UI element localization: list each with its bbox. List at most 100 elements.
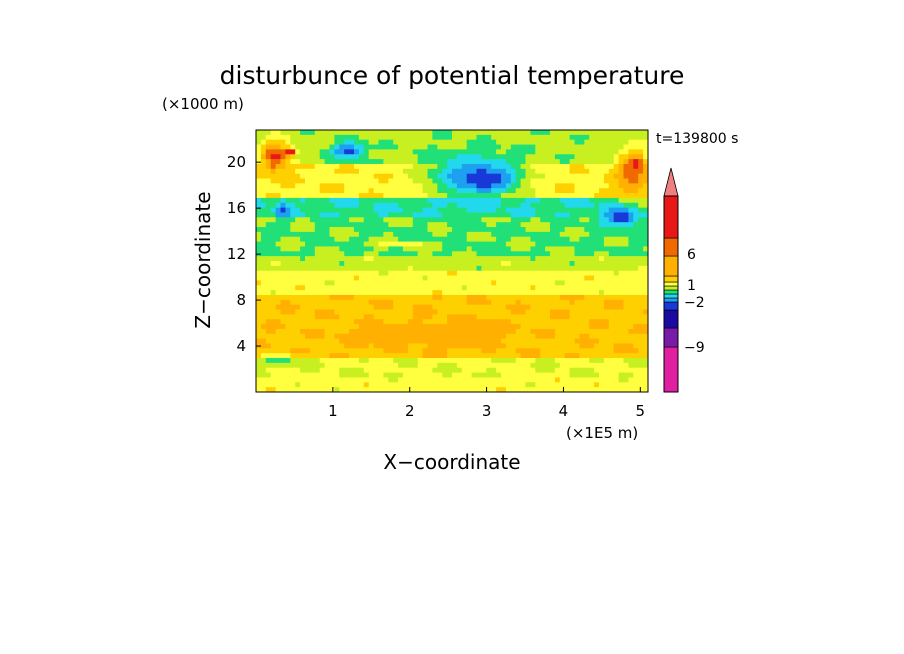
heatmap-cell	[638, 139, 644, 146]
heatmap-cell	[290, 256, 296, 262]
heatmap-cell	[285, 139, 291, 146]
heatmap-cell	[481, 314, 487, 320]
heatmap-cell	[309, 183, 316, 189]
heatmap-cell	[256, 134, 262, 141]
heatmap-cell	[285, 328, 291, 335]
heatmap-cell	[643, 343, 648, 349]
heatmap-cell	[554, 168, 561, 175]
heatmap-cell	[540, 231, 546, 238]
heatmap-cell	[442, 314, 448, 320]
heatmap-cell	[461, 202, 468, 209]
heatmap-cell	[638, 241, 644, 248]
heatmap-cell	[550, 261, 556, 267]
heatmap-cell	[339, 202, 345, 209]
heatmap-cell	[265, 387, 272, 392]
heatmap-cell	[638, 338, 644, 345]
heatmap-cell	[300, 358, 306, 364]
heatmap-cell	[476, 304, 482, 311]
heatmap-cell	[574, 304, 580, 311]
heatmap-cell	[540, 227, 546, 233]
heatmap-cell	[564, 222, 571, 228]
heatmap-cell	[300, 299, 306, 306]
heatmap-cell	[319, 333, 326, 340]
heatmap-cell	[447, 299, 453, 306]
heatmap-cell	[452, 193, 458, 199]
heatmap-cell	[623, 256, 629, 262]
heatmap-cell	[432, 193, 438, 199]
heatmap-cell	[260, 261, 267, 267]
heatmap-cell	[319, 319, 326, 325]
heatmap-cell	[574, 188, 580, 194]
heatmap-cell	[535, 372, 541, 379]
heatmap-cell	[427, 314, 433, 320]
heatmap-cell	[334, 154, 340, 160]
heatmap-cell	[589, 275, 595, 282]
heatmap-cell	[319, 338, 326, 345]
heatmap-cell	[554, 382, 561, 388]
heatmap-cell	[275, 275, 282, 282]
heatmap-cell	[403, 246, 409, 252]
heatmap-cell	[623, 217, 629, 223]
heatmap-cell	[491, 168, 497, 175]
heatmap-cell	[550, 299, 556, 306]
heatmap-cell	[643, 285, 648, 291]
heatmap-cell	[569, 246, 576, 252]
heatmap-cell	[564, 362, 571, 369]
heatmap-cell	[564, 367, 571, 374]
heatmap-cell	[422, 222, 429, 228]
heatmap-cell	[412, 154, 419, 160]
heatmap-cell	[608, 227, 615, 233]
heatmap-cell	[456, 280, 463, 286]
heatmap-cell	[608, 343, 615, 349]
heatmap-cell	[388, 358, 394, 364]
heatmap-cell	[358, 168, 365, 175]
heatmap-cell	[559, 348, 566, 354]
heatmap-cell	[363, 275, 370, 282]
heatmap-cell	[623, 144, 629, 151]
heatmap-cell	[275, 236, 282, 243]
heatmap-cell	[442, 149, 448, 155]
heatmap-cell	[638, 265, 644, 272]
heatmap-cell	[608, 207, 615, 214]
heatmap-cell	[309, 314, 316, 320]
heatmap-cell	[334, 304, 340, 311]
heatmap-cell	[643, 299, 648, 306]
heatmap-cell	[309, 222, 316, 228]
heatmap-cell	[354, 163, 360, 170]
heatmap-cell	[564, 319, 571, 325]
heatmap-cell	[515, 333, 522, 340]
heatmap-cell	[456, 159, 463, 165]
heatmap-cell	[574, 362, 580, 369]
heatmap-cell	[349, 178, 355, 184]
heatmap-cell	[290, 159, 296, 165]
heatmap-cell	[540, 261, 546, 267]
heatmap-cell	[613, 362, 620, 369]
heatmap-cell	[344, 231, 350, 238]
heatmap-cell	[417, 261, 424, 267]
heatmap-cell	[305, 222, 311, 228]
heatmap-cell	[422, 197, 429, 204]
heatmap-cell	[422, 372, 429, 379]
heatmap-cell	[569, 236, 576, 243]
heatmap-cell	[305, 265, 311, 272]
heatmap-cell	[319, 256, 326, 262]
heatmap-cell	[491, 130, 497, 136]
heatmap-cell	[501, 309, 507, 315]
heatmap-cell	[260, 227, 267, 233]
heatmap-cell	[422, 387, 429, 392]
heatmap-cell	[256, 139, 262, 146]
heatmap-cell	[633, 343, 639, 349]
heatmap-cell	[569, 275, 576, 282]
heatmap-cell	[628, 324, 634, 330]
heatmap-cell	[505, 130, 512, 136]
heatmap-cell	[594, 222, 600, 228]
heatmap-cell	[594, 231, 600, 238]
heatmap-cell	[559, 382, 566, 388]
heatmap-cell	[574, 217, 580, 223]
heatmap-cell	[412, 348, 419, 354]
heatmap-cell	[354, 294, 360, 301]
heatmap-cell	[437, 227, 443, 233]
heatmap-cell	[407, 227, 414, 233]
heatmap-cell	[334, 387, 340, 392]
heatmap-cell	[618, 227, 625, 233]
